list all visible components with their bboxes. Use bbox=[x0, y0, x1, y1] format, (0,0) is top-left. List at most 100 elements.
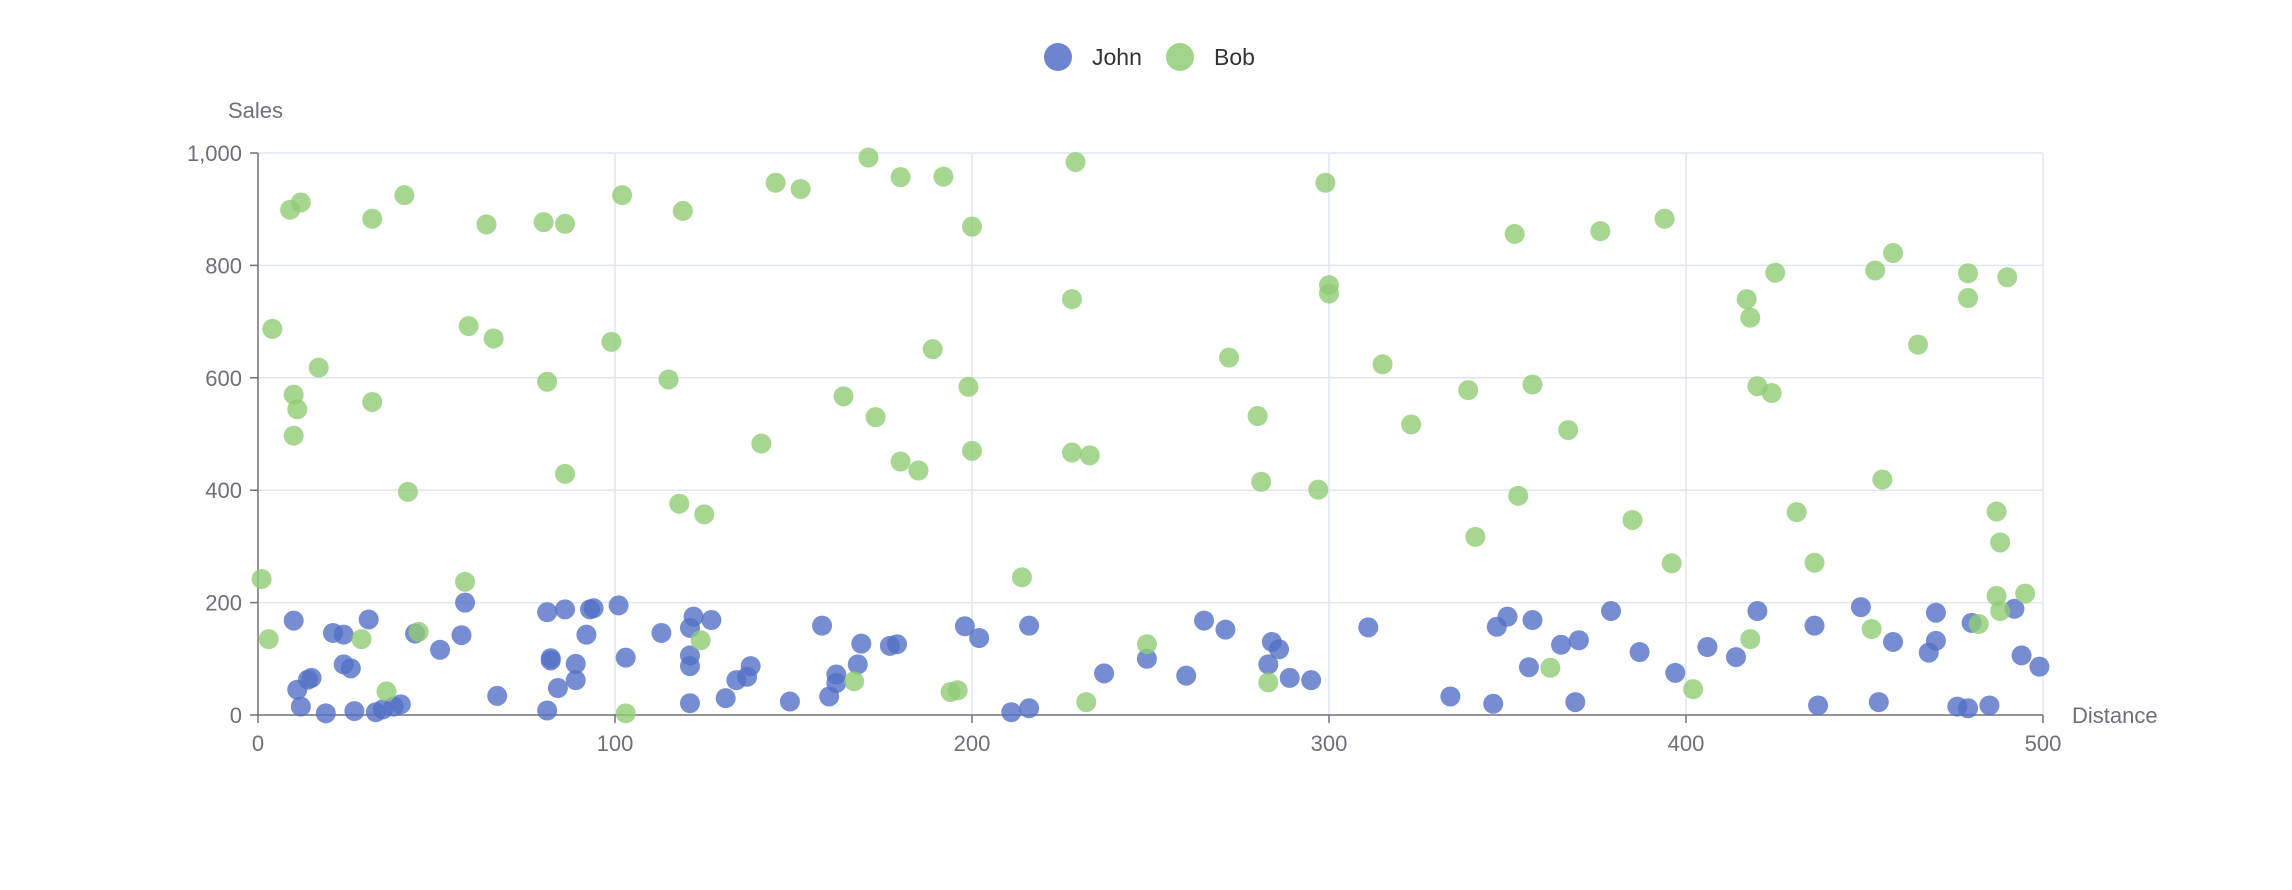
y-tick-label: 200 bbox=[205, 591, 242, 616]
x-tick-label: 500 bbox=[2025, 731, 2062, 756]
point-bob bbox=[865, 407, 886, 428]
point-bob bbox=[1308, 479, 1329, 500]
point-bob bbox=[1786, 502, 1807, 523]
point-bob bbox=[362, 208, 383, 229]
point-john bbox=[487, 685, 508, 706]
point-bob bbox=[1590, 221, 1611, 242]
point-bob bbox=[844, 671, 865, 692]
point-bob bbox=[658, 369, 679, 390]
point-bob bbox=[1740, 307, 1761, 328]
point-john bbox=[344, 701, 365, 722]
point-john bbox=[301, 667, 322, 688]
y-axis-title: Sales bbox=[228, 98, 283, 123]
point-john bbox=[390, 694, 411, 715]
point-john bbox=[1019, 698, 1040, 719]
point-john bbox=[847, 654, 868, 675]
point-bob bbox=[790, 178, 811, 199]
point-bob bbox=[962, 440, 982, 461]
axes: 0 200 400 600 800 1,000 0 100 200 300 400 500 bbox=[187, 141, 2061, 756]
y-tick-label: 600 bbox=[205, 366, 242, 391]
point-john bbox=[679, 656, 700, 677]
point-john bbox=[333, 624, 354, 645]
point-bob bbox=[283, 425, 304, 446]
point-john bbox=[1697, 636, 1718, 657]
point-john bbox=[555, 599, 576, 620]
point-bob bbox=[1958, 287, 1979, 308]
point-john bbox=[1725, 647, 1746, 668]
point-bob bbox=[376, 681, 397, 702]
point-john bbox=[1258, 654, 1279, 675]
point-bob bbox=[958, 376, 979, 397]
point-john bbox=[812, 615, 833, 636]
point-bob bbox=[601, 331, 622, 352]
point-bob bbox=[555, 213, 576, 234]
point-john bbox=[1094, 663, 1115, 684]
point-bob bbox=[1372, 354, 1393, 375]
point-bob bbox=[1458, 380, 1479, 401]
point-bob bbox=[1319, 283, 1339, 304]
point-john bbox=[887, 634, 908, 655]
point-bob bbox=[765, 172, 786, 193]
point-john bbox=[537, 700, 558, 721]
legend-label-bob: Bob bbox=[1214, 44, 1255, 70]
point-bob bbox=[1986, 501, 2007, 522]
grid bbox=[258, 152, 2044, 715]
point-john bbox=[1565, 692, 1586, 713]
point-bob bbox=[1061, 442, 1082, 463]
point-john bbox=[358, 609, 379, 630]
point-john bbox=[540, 648, 561, 669]
point-john bbox=[1358, 617, 1379, 638]
point-bob bbox=[1765, 262, 1786, 283]
point-john bbox=[290, 696, 311, 717]
point-bob bbox=[537, 371, 558, 392]
y-tick-label: 800 bbox=[205, 253, 242, 278]
point-bob bbox=[1219, 347, 1240, 368]
x-tick-label: 200 bbox=[954, 731, 991, 756]
point-bob bbox=[1504, 223, 1525, 244]
point-john bbox=[315, 703, 336, 724]
point-john bbox=[1925, 602, 1946, 623]
point-bob bbox=[672, 200, 693, 221]
point-bob bbox=[1990, 601, 2011, 622]
point-john bbox=[1568, 630, 1589, 651]
legend: John Bob bbox=[1044, 43, 1255, 71]
point-john bbox=[1301, 670, 1322, 691]
point-bob bbox=[908, 460, 929, 481]
point-john bbox=[537, 602, 558, 623]
point-bob bbox=[1251, 471, 1272, 492]
point-john bbox=[455, 592, 476, 613]
point-bob bbox=[690, 630, 711, 651]
x-axis-title: Distance bbox=[2072, 703, 2158, 728]
point-bob bbox=[533, 212, 554, 233]
point-bob bbox=[890, 451, 911, 472]
point-bob bbox=[833, 386, 854, 407]
point-john bbox=[651, 622, 672, 643]
point-john bbox=[1601, 601, 1622, 622]
point-john bbox=[583, 598, 604, 619]
point-john bbox=[1804, 615, 1825, 636]
point-bob bbox=[1661, 553, 1682, 574]
point-bob bbox=[394, 185, 415, 206]
point-bob bbox=[458, 316, 479, 337]
point-bob bbox=[922, 339, 943, 360]
point-john bbox=[1551, 634, 1572, 655]
point-john bbox=[615, 647, 636, 668]
point-bob bbox=[1683, 679, 1704, 700]
point-john bbox=[954, 616, 975, 637]
point-john bbox=[1497, 606, 1518, 627]
x-tick-label: 300 bbox=[1311, 731, 1348, 756]
point-bob bbox=[751, 433, 772, 454]
point-bob bbox=[1508, 485, 1529, 506]
point-bob bbox=[1740, 629, 1761, 650]
data-points bbox=[251, 147, 2050, 724]
point-john bbox=[1850, 597, 1871, 618]
point-bob bbox=[351, 629, 372, 650]
point-bob bbox=[858, 147, 879, 168]
point-bob bbox=[1522, 374, 1543, 395]
point-bob bbox=[1061, 289, 1082, 310]
x-tick-label: 100 bbox=[597, 731, 634, 756]
point-john bbox=[740, 656, 761, 677]
point-john bbox=[1665, 662, 1686, 683]
y-tick-label: 0 bbox=[230, 703, 242, 728]
point-bob bbox=[1079, 445, 1100, 466]
